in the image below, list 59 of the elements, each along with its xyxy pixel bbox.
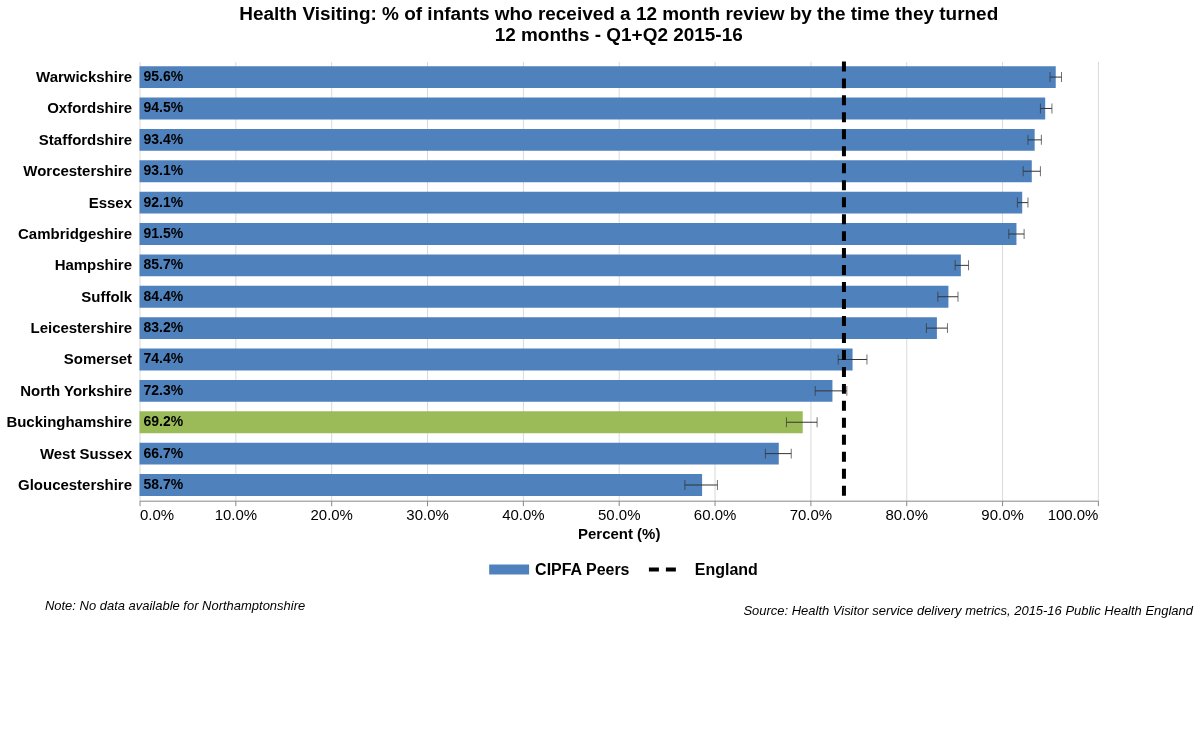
y-tick-label: Buckinghamshire: [6, 413, 133, 431]
data-label: 85.7%: [143, 256, 184, 273]
data-label: 74.4%: [143, 350, 184, 367]
data-label: 72.3%: [143, 381, 184, 398]
legend-label: CIPFA Peers: [535, 560, 630, 578]
bar: [139, 191, 1023, 214]
bar: [139, 223, 1017, 245]
data-label: 92.1%: [143, 193, 184, 210]
x-tick-label: 20.0%: [310, 506, 353, 524]
bar: [139, 254, 961, 277]
bar: [139, 442, 779, 465]
y-tick-label: Suffolk: [81, 287, 133, 305]
y-tick-label: Somerset: [63, 350, 133, 368]
chart-title: Health Visiting: % of infants who received a 12 month review by the time they turned 12 months - Q1+Q2 2015-16: [239, 3, 999, 46]
data-label: 58.7%: [143, 475, 184, 492]
bar: [139, 317, 937, 340]
y-tick-label: West Sussex: [39, 444, 133, 462]
y-tick-label: Hampshire: [54, 256, 133, 274]
x-tick-label: 90.0%: [981, 506, 1024, 524]
bar: [139, 348, 853, 371]
data-label: 83.2%: [143, 319, 184, 336]
legend-label: England: [694, 560, 758, 578]
data-label: 84.4%: [143, 287, 184, 304]
data-label: 94.5%: [143, 99, 184, 116]
bar: [139, 66, 1056, 89]
data-label: 95.6%: [143, 68, 184, 85]
y-tick-label: Cambridgeshire: [18, 224, 133, 242]
bar: [139, 379, 833, 402]
x-tick-label: 30.0%: [406, 506, 449, 524]
data-label: 93.1%: [143, 162, 184, 179]
bar: [139, 411, 803, 434]
data-label: 93.4%: [143, 130, 184, 147]
y-tick-label: Leicestershire: [30, 319, 133, 337]
x-tick-label: 80.0%: [885, 506, 928, 524]
x-tick-label: 60.0%: [693, 506, 737, 524]
x-tick-label: 0.0%: [140, 506, 175, 524]
x-tick-label: 100.0%: [1047, 506, 1099, 524]
x-tick-label: 10.0%: [214, 506, 258, 524]
y-tick-label: Warwickshire: [36, 68, 133, 86]
y-tick-label: Oxfordshire: [47, 99, 133, 117]
bar: [139, 97, 1046, 120]
text: Note: No data available for Northamptonshire: [44, 597, 306, 613]
data-label: 69.2%: [143, 413, 184, 430]
y-tick-label: Essex: [88, 193, 133, 211]
data-label: 66.7%: [143, 444, 184, 461]
y-tick-label: Worcestershire: [23, 162, 133, 180]
bar: [139, 285, 949, 308]
bar: [139, 128, 1035, 151]
x-tick-label: 70.0%: [789, 506, 833, 524]
data-label: 91.5%: [143, 224, 184, 241]
source-note: Source: Health Visitor service delivery metrics, 2015-16 Public Health England: [743, 603, 1194, 619]
x-axis-title: Percent (%): [578, 525, 661, 543]
x-tick-label: 40.0%: [502, 506, 545, 524]
y-tick-label: North Yorkshire: [20, 381, 133, 399]
y-tick-label: Gloucestershire: [18, 475, 133, 493]
bar: [139, 160, 1032, 183]
y-tick-label: Staffordshire: [38, 130, 133, 148]
bar: [139, 474, 703, 496]
x-tick-label: 50.0%: [597, 506, 641, 524]
